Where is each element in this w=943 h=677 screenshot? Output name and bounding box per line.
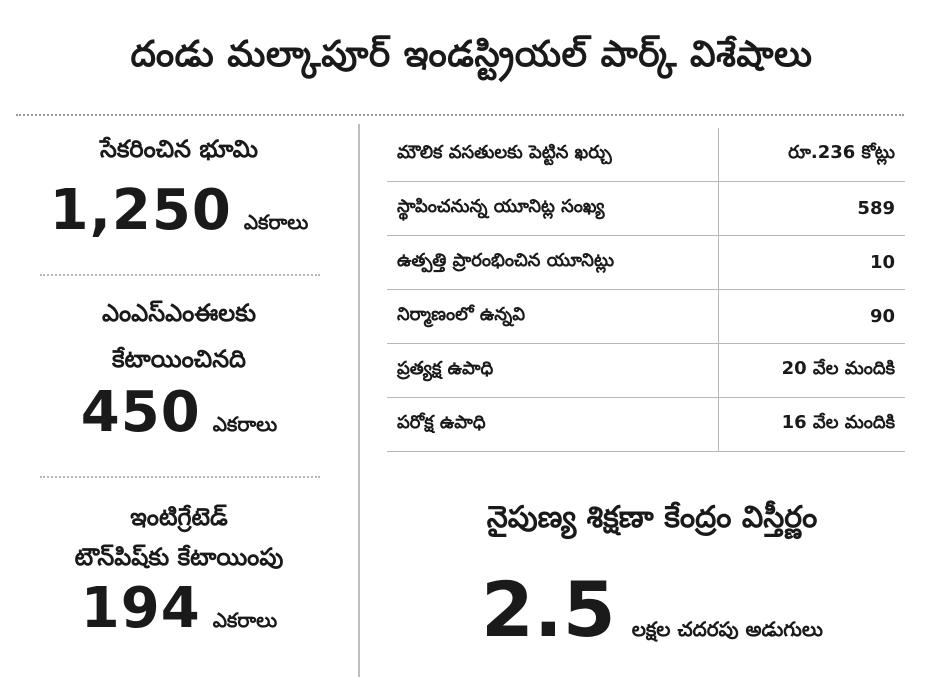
row-value: 90 <box>718 289 905 344</box>
land-acquired-label: సేకరించిన భూమి <box>99 135 259 163</box>
township-label-line2: టౌన్‌పిష్‌కు కేటాయింపు <box>74 543 284 571</box>
row-value: 16 వేల మందికి <box>718 397 905 452</box>
skill-center-value: 2.5 <box>481 565 616 654</box>
skill-center-title: నైపుణ్య శిక్షణా కేంద్రం విస్తీర్ణం <box>486 500 818 535</box>
skill-center-value-block: 2.5 లక్షల చదరపు అడుగులు <box>372 570 932 650</box>
table-row: పరోక్ష ఉపాధి 16 వేల మందికి <box>387 397 905 452</box>
msme-label-line2: కేటాయించినది <box>112 345 246 373</box>
row-value: 589 <box>718 181 905 236</box>
left-separator <box>40 274 320 276</box>
skill-center-unit: లక్షల చదరపు అడుగులు <box>631 617 823 641</box>
msme-label-line1: ఎంఎస్ఎంఈలకు <box>101 299 257 327</box>
row-value: రూ.236 కోట్లు <box>718 128 905 182</box>
land-acquired-block: సేకరించిన భూమి 1,250 ఎకరాలు <box>0 132 358 242</box>
row-label: ఉత్పత్తి ప్రారంభించిన యూనిట్లు <box>387 235 719 290</box>
table-row: మౌలిక వసతులకు పెట్టిన ఖర్చు రూ.236 కోట్ల… <box>387 128 905 182</box>
table-row: ఉత్పత్తి ప్రారంభించిన యూనిట్లు 10 <box>387 235 905 290</box>
row-label: పరోక్ష ఉపాధి <box>387 397 719 452</box>
row-value: 20 వేల మందికి <box>718 343 905 398</box>
township-unit: ఎకరాలు <box>212 608 278 632</box>
column-divider <box>358 124 360 677</box>
table-row: స్థాపించనున్న యూనిట్ల సంఖ్య 589 <box>387 181 905 236</box>
msme-block: ఎంఎస్ఎంఈలకు కేటాయించినది 450 ఎకరాలు <box>0 296 358 444</box>
row-label: స్థాపించనున్న యూనిట్ల సంఖ్య <box>387 181 719 236</box>
msme-value: 450 <box>80 380 201 445</box>
land-acquired-unit: ఎకరాలు <box>243 210 309 234</box>
row-label: నిర్మాణంలో ఉన్నవి <box>387 289 719 344</box>
title-divider <box>16 114 904 116</box>
table-row: ప్రత్యక్ష ఉపాధి 20 వేల మందికి <box>387 343 905 398</box>
msme-unit: ఎకరాలు <box>212 412 278 436</box>
land-acquired-value: 1,250 <box>49 178 232 243</box>
township-block: ఇంటిగ్రేటెడ్ టౌన్‌పిష్‌కు కేటాయింపు 194 … <box>0 500 358 640</box>
row-label: మౌలిక వసతులకు పెట్టిన ఖర్చు <box>387 128 719 182</box>
row-label: ప్రత్యక్ష ఉపాధి <box>387 343 719 398</box>
stats-table: మౌలిక వసతులకు పెట్టిన ఖర్చు రూ.236 కోట్ల… <box>387 128 905 452</box>
row-value: 10 <box>718 235 905 290</box>
table-row: నిర్మాణంలో ఉన్నవి 90 <box>387 289 905 344</box>
township-value: 194 <box>80 576 201 641</box>
left-separator <box>40 476 320 478</box>
page-title: దండు మల్కాపూర్ ఇండస్ట్రియల్ పార్క్ విశేష… <box>130 34 813 75</box>
township-label-line1: ఇంటిగ్రేటెడ్ <box>130 503 228 531</box>
